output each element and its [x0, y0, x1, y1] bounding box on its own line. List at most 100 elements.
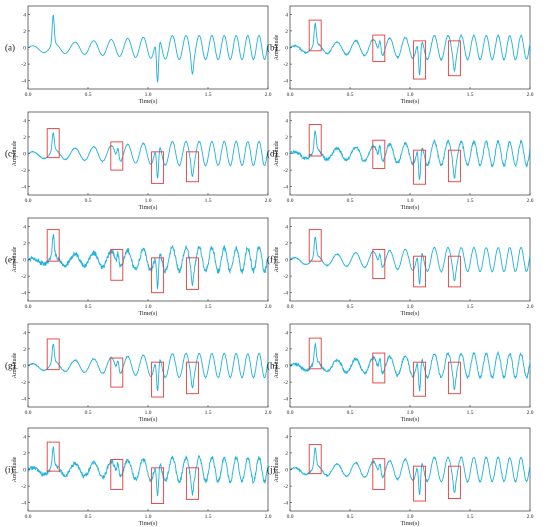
x-tick-label: 0.5 [85, 92, 92, 98]
y-tick-label: 4 [285, 118, 288, 124]
plot-frame [289, 427, 531, 512]
y-tick-label: 2 [285, 241, 288, 247]
signal-series [27, 446, 269, 497]
signal-series [289, 447, 531, 495]
panel-i: 0.0 0.5 1.0 1.5 2.0 4 2 0 -2 -4 Time(s) Amplitude(i… [5, 427, 272, 527]
y-tick-label: -2 [21, 380, 26, 386]
highlight-box [110, 249, 124, 281]
panel-j: 0.0 0.5 1.0 1.5 2.0 4 2 0 -2 -4 Time(s) Amplitude(j… [267, 427, 534, 527]
panel-d: 0.0 0.5 1.0 1.5 2.0 4 2 0 -2 -4 Time(s) Amplitude(d… [267, 111, 534, 211]
y-axis-label: Amplitude [274, 34, 280, 60]
x-tick-label: 1.0 [145, 410, 152, 416]
plot-frame [27, 5, 269, 90]
panel-label: (b) [267, 43, 278, 53]
x-tick-label: 2.0 [265, 92, 272, 98]
y-tick-label: 4 [23, 12, 26, 18]
x-tick-label: 1.0 [407, 92, 414, 98]
x-tick-label: 1.0 [145, 514, 152, 520]
y-axis-label: Amplitude [274, 352, 280, 378]
plot-frame [27, 323, 269, 408]
x-tick-label: 2.0 [527, 514, 534, 520]
y-tick-label: -4 [21, 185, 26, 191]
y-tick-label: -4 [21, 397, 26, 403]
plot-frame [289, 111, 531, 196]
signal-series [27, 14, 269, 83]
panel-g: 0.0 0.5 1.0 1.5 2.0 4 2 0 -2 -4 Time(s) Amplitude(g… [5, 323, 272, 423]
plot-frame [27, 111, 269, 196]
highlight-box [110, 459, 124, 490]
y-tick-label: -4 [283, 397, 288, 403]
y-tick-label: 2 [23, 29, 26, 35]
x-tick-label: 1.0 [145, 92, 152, 98]
panel-label: (a) [5, 43, 15, 53]
y-tick-label: -4 [283, 291, 288, 297]
highlight-box [151, 467, 165, 504]
highlight-box [372, 139, 386, 169]
highlight-box [46, 441, 60, 472]
x-tick-label: 2.0 [265, 304, 272, 310]
y-tick-label: -4 [283, 79, 288, 85]
y-tick-label: 2 [285, 347, 288, 353]
highlight-box [308, 337, 322, 370]
highlight-box [46, 128, 60, 159]
x-tick-label: 0.0 [287, 304, 294, 310]
x-tick-label: 0.5 [347, 514, 354, 520]
highlight-box [413, 465, 427, 502]
x-tick-label: 1.0 [407, 410, 414, 416]
y-tick-label: 0 [23, 468, 26, 474]
highlight-box [185, 467, 199, 500]
x-tick-label: 1.5 [205, 410, 212, 416]
x-tick-label: 0.5 [347, 304, 354, 310]
y-tick-label: 4 [285, 12, 288, 18]
panel-label: (f) [267, 255, 276, 265]
x-tick-label: 0.0 [25, 92, 32, 98]
panel-label: (j) [267, 465, 276, 475]
y-tick-label: 4 [285, 224, 288, 230]
x-tick-label: 2.0 [265, 410, 272, 416]
x-axis-label: Time(s) [139, 416, 158, 423]
signal-series [289, 342, 531, 392]
x-tick-label: 0.0 [287, 514, 294, 520]
y-axis-label: Amplitude [274, 246, 280, 272]
y-tick-label: -2 [283, 168, 288, 174]
panel-label: (d) [267, 149, 278, 159]
plot-frame [289, 217, 531, 302]
panel-label: (g) [5, 361, 16, 371]
y-tick-label: 0 [23, 152, 26, 158]
highlight-box [151, 151, 165, 184]
x-tick-label: 2.0 [527, 304, 534, 310]
highlight-box [308, 444, 322, 475]
x-tick-label: 0.0 [287, 92, 294, 98]
y-axis-label: Amplitude [12, 352, 18, 378]
highlight-box [413, 40, 427, 80]
highlight-box [110, 357, 124, 388]
x-axis-label: Time(s) [401, 416, 420, 423]
x-tick-label: 2.0 [527, 410, 534, 416]
y-tick-label: 2 [285, 135, 288, 141]
signal-series [27, 343, 269, 391]
highlight-box [308, 19, 322, 52]
x-tick-label: 1.5 [205, 92, 212, 98]
y-tick-label: 4 [23, 330, 26, 336]
x-tick-label: 1.5 [467, 304, 474, 310]
x-tick-label: 0.0 [287, 410, 294, 416]
x-tick-label: 0.0 [25, 410, 32, 416]
x-axis-label: Time(s) [401, 98, 420, 105]
x-tick-label: 2.0 [265, 514, 272, 520]
x-axis-label: Time(s) [139, 520, 158, 527]
x-tick-label: 0.5 [85, 198, 92, 204]
panel-label: (h) [267, 361, 278, 371]
x-axis-label: Time(s) [401, 520, 420, 527]
y-tick-label: 4 [23, 224, 26, 230]
x-tick-label: 1.0 [407, 198, 414, 204]
x-tick-label: 0.5 [85, 304, 92, 310]
y-tick-label: 2 [285, 29, 288, 35]
y-tick-label: -2 [283, 62, 288, 68]
x-tick-label: 0.0 [25, 304, 32, 310]
y-tick-label: -4 [21, 291, 26, 297]
highlight-box [447, 361, 461, 395]
x-axis-label: Time(s) [139, 98, 158, 105]
highlight-box [413, 255, 427, 288]
highlight-box [447, 465, 461, 499]
highlight-box [413, 149, 427, 185]
